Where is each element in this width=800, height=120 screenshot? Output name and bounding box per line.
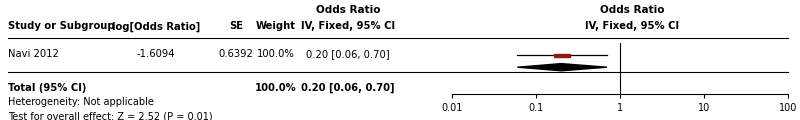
Polygon shape xyxy=(518,64,607,71)
Text: Odds Ratio: Odds Ratio xyxy=(316,5,380,15)
Text: Weight: Weight xyxy=(256,21,296,31)
Text: 100.0%: 100.0% xyxy=(255,83,297,93)
Text: Test for overall effect: Z = 2.52 (P = 0.01): Test for overall effect: Z = 2.52 (P = 0… xyxy=(8,111,213,120)
Text: Total (95% CI): Total (95% CI) xyxy=(8,83,86,93)
Text: -1.6094: -1.6094 xyxy=(137,49,175,59)
Text: SE: SE xyxy=(229,21,243,31)
Text: 0.20 [0.06, 0.70]: 0.20 [0.06, 0.70] xyxy=(306,49,390,59)
Text: 0.20 [0.06, 0.70]: 0.20 [0.06, 0.70] xyxy=(302,82,394,93)
Text: Odds Ratio: Odds Ratio xyxy=(600,5,664,15)
Text: IV, Fixed, 95% CI: IV, Fixed, 95% CI xyxy=(301,21,395,31)
Text: IV, Fixed, 95% CI: IV, Fixed, 95% CI xyxy=(585,21,679,31)
Text: 0.6392: 0.6392 xyxy=(218,49,254,59)
Text: Study or Subgroup: Study or Subgroup xyxy=(8,21,114,31)
Text: Heterogeneity: Not applicable: Heterogeneity: Not applicable xyxy=(8,97,154,107)
Text: 100.0%: 100.0% xyxy=(257,49,295,59)
Bar xyxy=(554,54,570,57)
Text: log[Odds Ratio]: log[Odds Ratio] xyxy=(112,21,200,32)
Text: Navi 2012: Navi 2012 xyxy=(8,49,59,59)
